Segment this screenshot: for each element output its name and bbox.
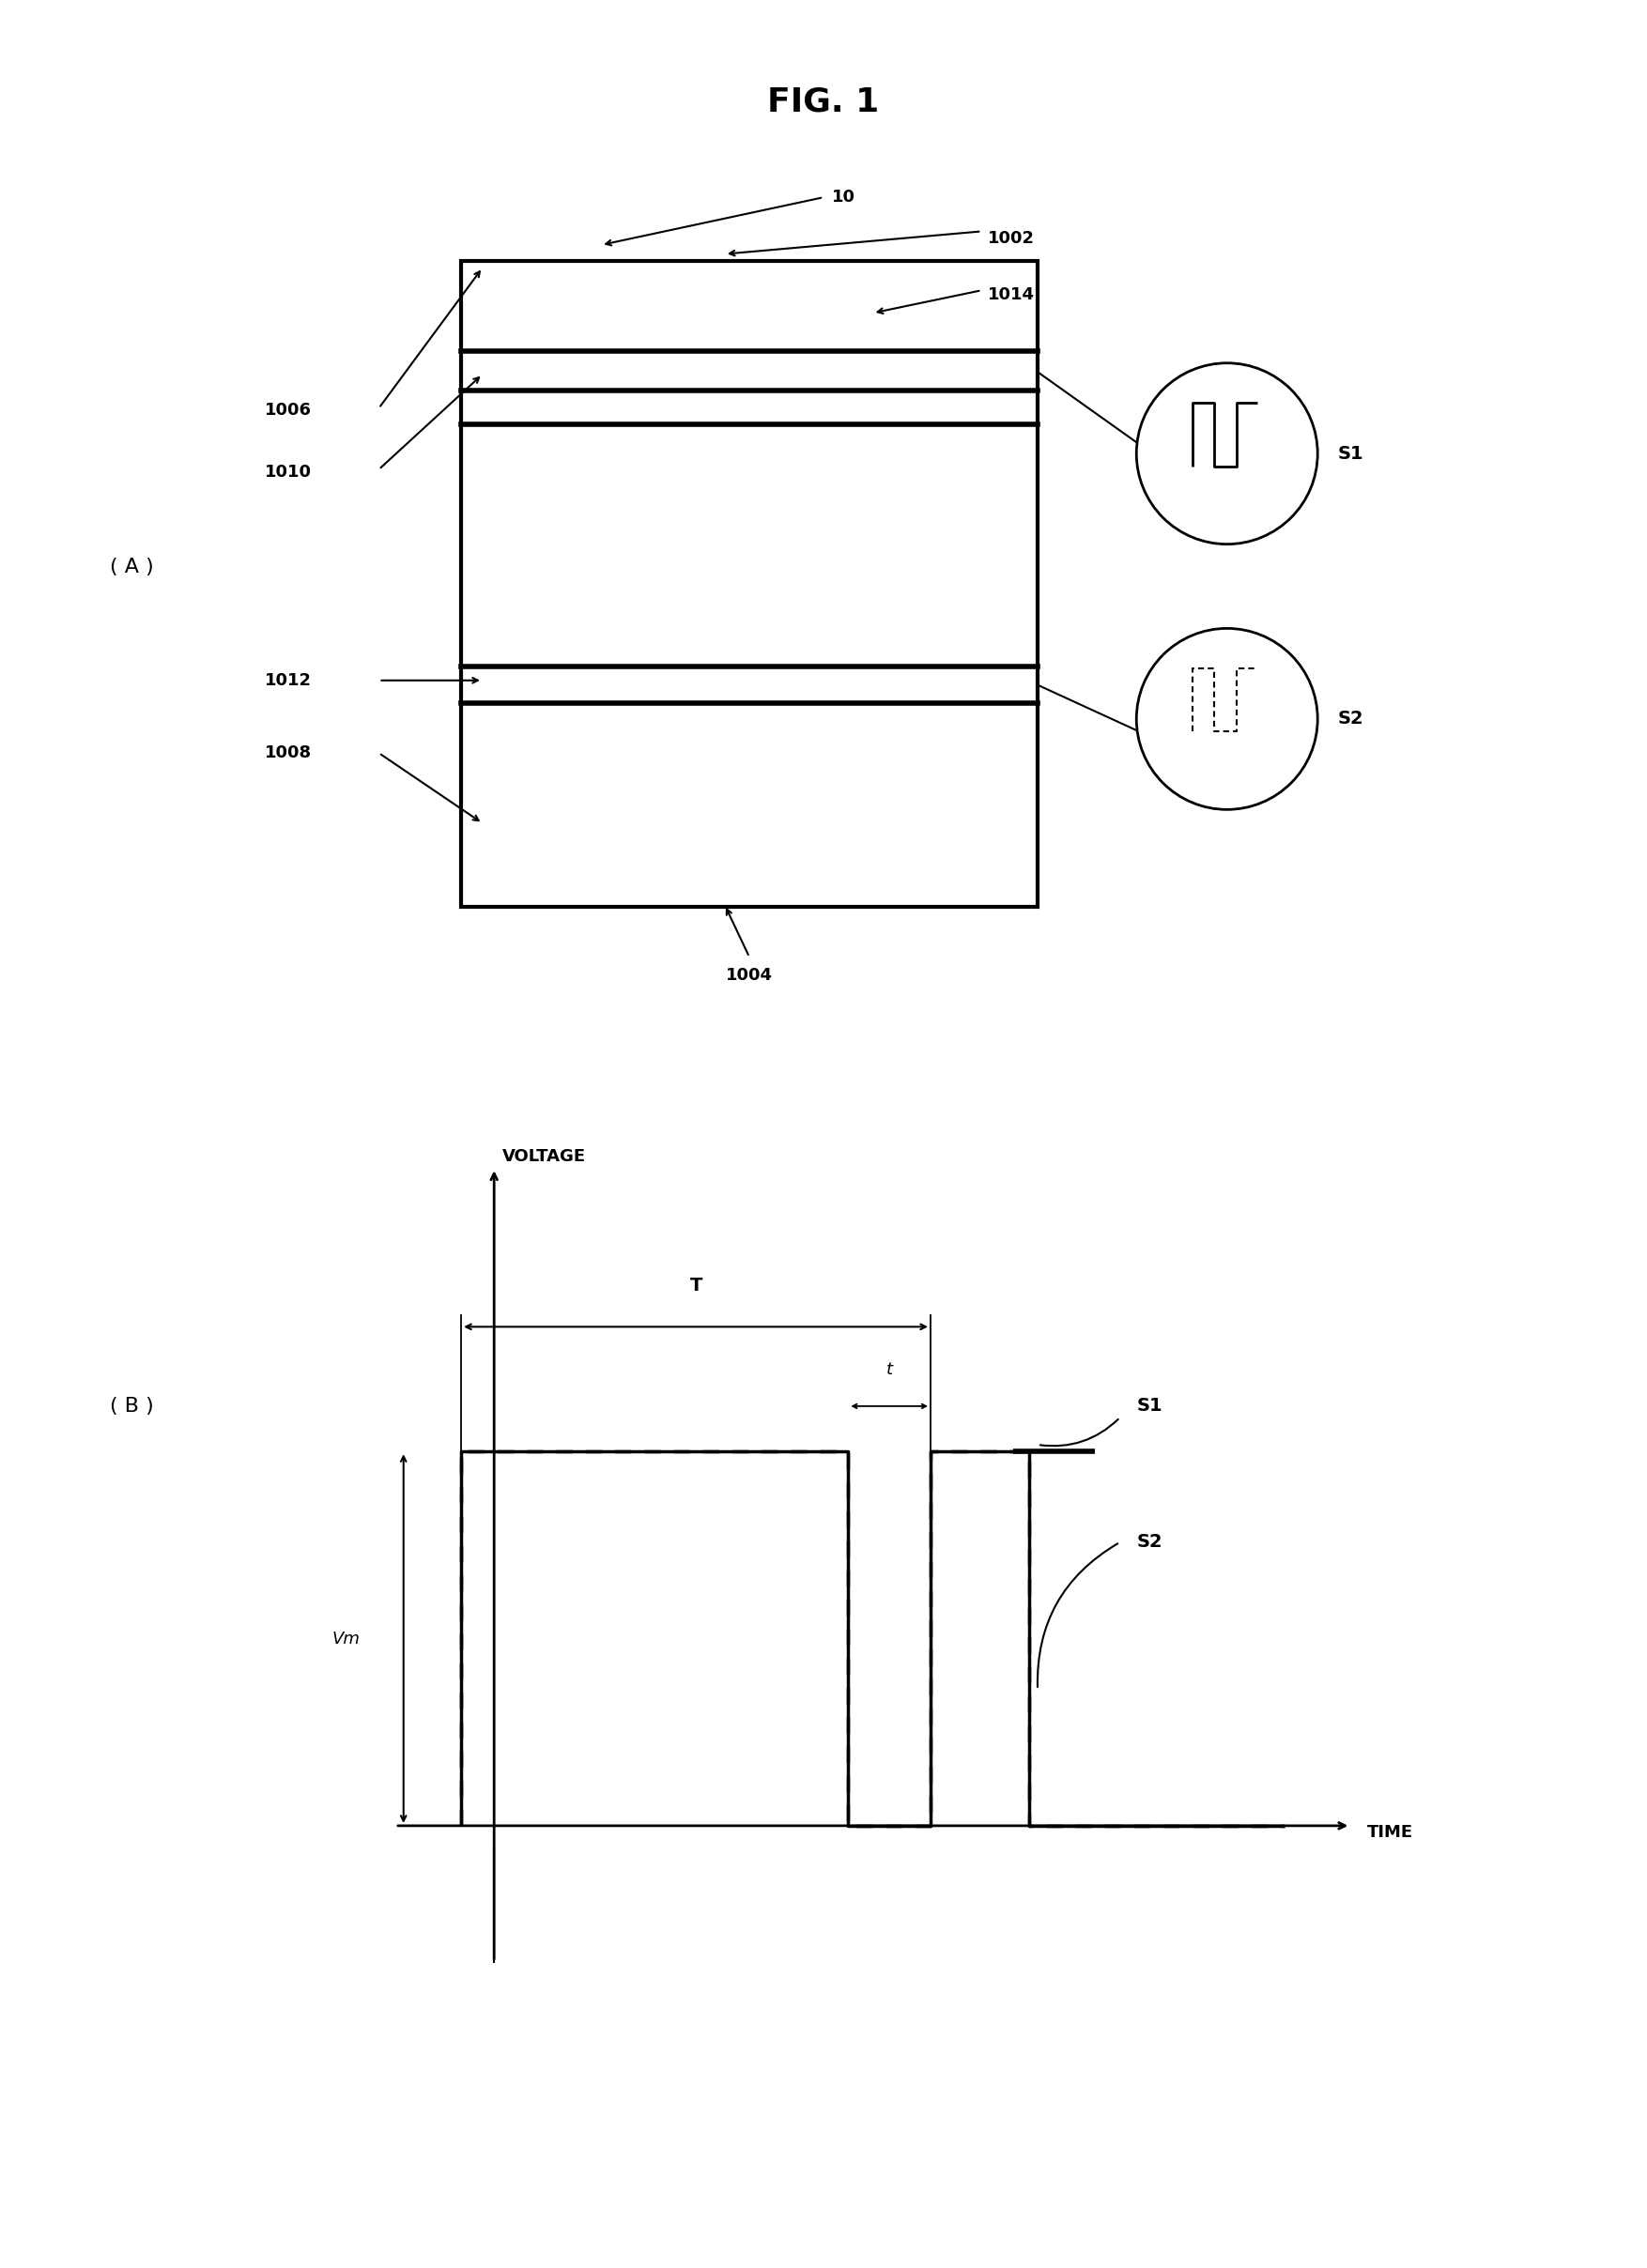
Text: Vm: Vm	[331, 1631, 361, 1647]
Text: 1012: 1012	[265, 671, 311, 689]
Text: t: t	[886, 1361, 893, 1379]
Text: 10: 10	[832, 188, 855, 206]
Text: 1006: 1006	[265, 401, 311, 420]
Text: TIME: TIME	[1367, 1823, 1413, 1842]
Text: VOLTAGE: VOLTAGE	[502, 1148, 586, 1166]
Text: 1002: 1002	[988, 229, 1036, 247]
Text: FIG. 1: FIG. 1	[768, 86, 879, 118]
Ellipse shape	[1136, 628, 1318, 810]
Text: S1: S1	[1337, 445, 1364, 463]
Text: S2: S2	[1337, 710, 1364, 728]
Text: 1010: 1010	[265, 463, 311, 481]
Bar	[461, 261, 1038, 907]
Text: S1: S1	[1136, 1397, 1163, 1415]
Text: 1014: 1014	[988, 286, 1036, 304]
Text: T: T	[690, 1277, 702, 1295]
Text: ( A ): ( A )	[110, 558, 153, 576]
Text: 1008: 1008	[265, 744, 311, 762]
Text: S2: S2	[1136, 1533, 1163, 1551]
Text: ( B ): ( B )	[110, 1397, 153, 1415]
Ellipse shape	[1136, 363, 1318, 544]
Text: 1004: 1004	[726, 966, 772, 984]
